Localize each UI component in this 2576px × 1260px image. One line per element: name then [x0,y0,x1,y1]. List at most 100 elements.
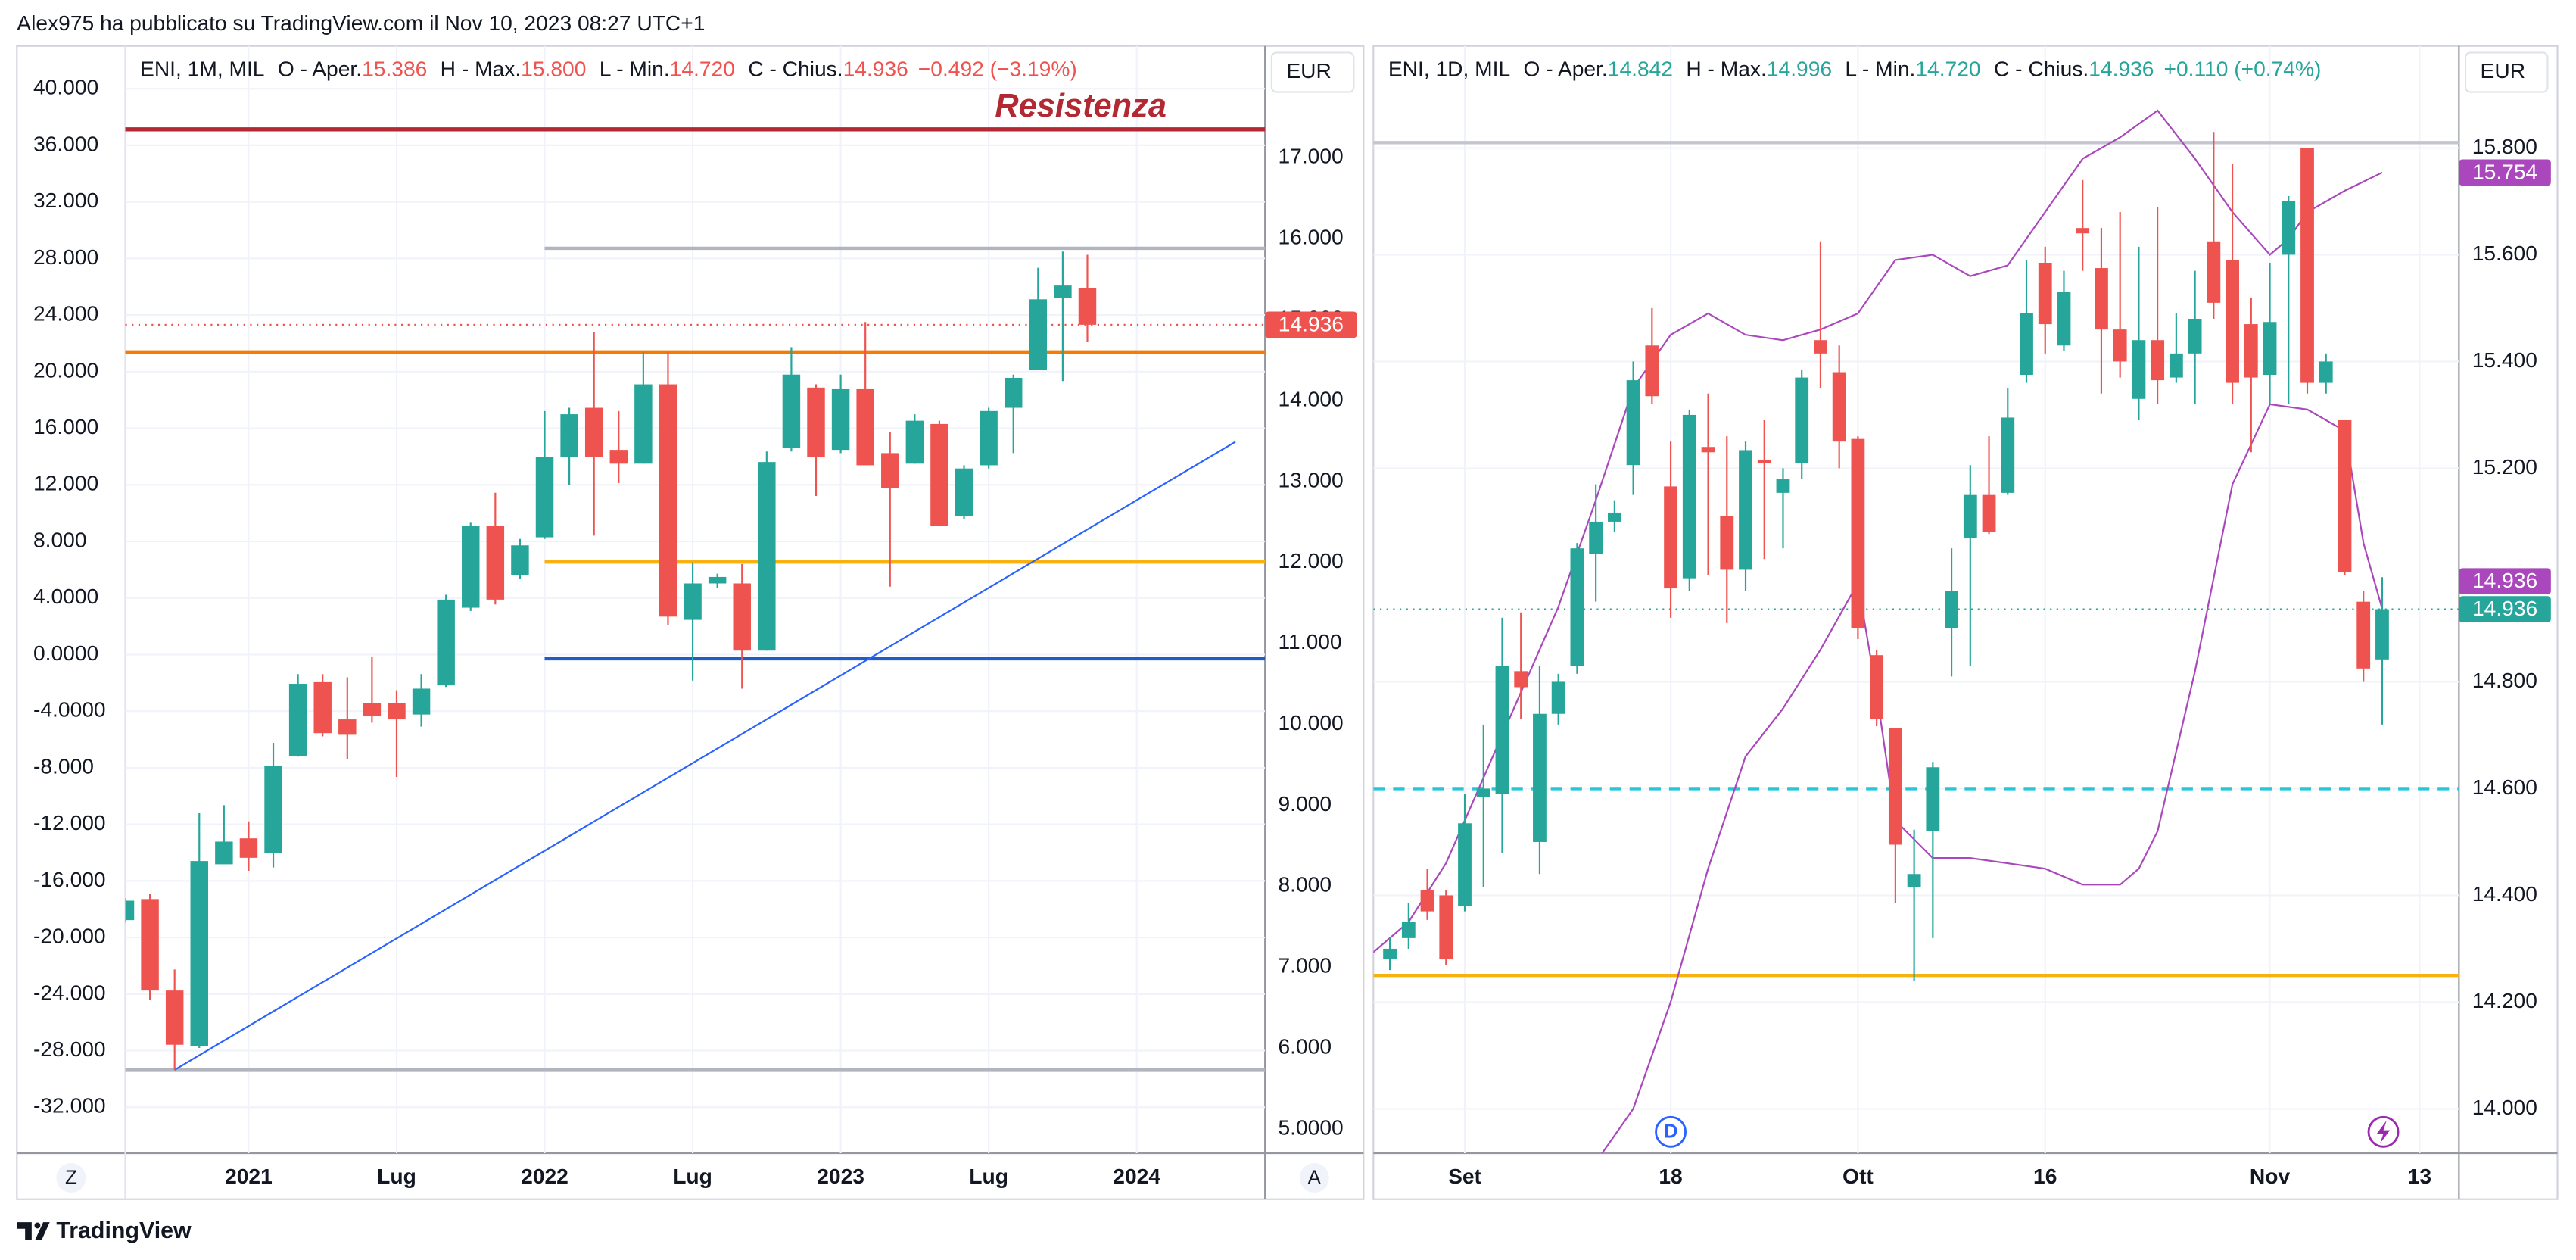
candle-body [125,900,135,921]
y2-tick-label: -8.000 [33,753,94,778]
legend-item-label: C - Chius. [1994,57,2089,81]
candle-body [684,583,702,620]
candle-body [1776,479,1790,493]
y-tick-label: 14.400 [2472,881,2537,906]
candle-body [560,414,578,457]
candle-body [2151,340,2165,381]
candle-body [1029,299,1048,370]
candle-body [2356,601,2371,669]
candle-body [980,410,998,466]
y-tick-label: 11.000 [1278,629,1341,653]
candle-body [1720,516,1734,570]
candle-body [1004,377,1023,408]
currency-box [2464,51,2549,93]
price-label-box [2459,159,2551,186]
y2-tick-label: -4.0000 [33,697,106,722]
axis-button-label[interactable]: A [1308,1165,1322,1188]
legend-symbol: ENI, 1M, MIL [140,57,264,81]
x-tick-label: 2022 [521,1164,568,1188]
candle-body [215,841,233,865]
candle-body [659,384,677,617]
currency-label: EUR [1286,58,1332,83]
legend-item-value: 14.720 [1915,57,1980,81]
legend-item-value: 14.720 [670,57,735,81]
y-tick-label: 14.200 [2472,988,2537,1012]
axis-button[interactable] [1299,1163,1329,1193]
axis-button-label[interactable]: Z [65,1165,77,1188]
candle-body [881,453,899,488]
candle-body [2263,322,2277,376]
candle-body [313,681,332,734]
x-tick-label: 2023 [817,1164,864,1188]
candle-body [634,384,653,464]
y2-tick-label: 0.0000 [33,641,98,665]
left-panel-frame [16,45,1365,1200]
legend-item-value: 14.936 [2089,57,2154,81]
logo-dot [34,1222,41,1229]
candle-body [1514,671,1528,688]
y-tick-label: 8.000 [1278,872,1332,897]
candle-body [1439,895,1453,960]
candle-body [141,899,159,991]
x-tick-label: Ott [1842,1164,1874,1188]
y-tick-label: 5.0000 [1278,1115,1343,1139]
candle-body [1078,288,1097,325]
candle-body [1814,340,1827,354]
candle-body [1054,285,1072,298]
price-label: 14.936 [2472,596,2537,620]
candle-body [165,990,184,1045]
alert-icon[interactable] [2376,1120,2391,1143]
axis-button[interactable] [56,1163,86,1193]
legend-item-value: 15.386 [362,57,427,81]
y-tick-label: 14.000 [1278,386,1343,410]
y2-tick-label: 4.0000 [33,584,98,608]
candle-body [955,468,973,516]
alert-marker[interactable] [2367,1115,2400,1148]
candle-body [1701,447,1715,453]
candle-body [388,703,406,720]
right-panel-frame [1372,45,2559,1200]
y2-tick-label: -16.000 [33,867,106,891]
candle-body [1963,494,1977,538]
candle-body [338,719,357,735]
y2-tick-label: 28.000 [33,245,98,269]
y2-tick-label: -12.000 [33,810,106,834]
y-tick-label: 15.600 [2472,241,2537,265]
y-tick-label: 15.400 [2472,348,2537,372]
candle-body [807,387,825,457]
candle-body [733,583,751,651]
y2-tick-label: 8.000 [33,527,87,551]
legend-item-label: H - Max. [1686,57,1767,81]
candle-body [1645,345,1659,397]
x-tick-label: Lug [673,1164,712,1188]
y-tick-label: 15.800 [2472,134,2537,158]
candle-body [1533,713,1547,842]
candle-body [1607,512,1621,522]
logo-icon [17,1222,50,1240]
price-label-box [1265,311,1357,338]
candle-body [486,526,505,600]
y2-tick-label: 36.000 [33,131,98,155]
candle-body [1832,372,1846,442]
y2-tick-label: 24.000 [33,301,98,326]
candle-body [2282,201,2296,255]
event-marker [1655,1115,1687,1148]
price-label: 14.936 [2472,568,2537,592]
x-tick-label: 13 [2408,1164,2431,1188]
y2-tick-label: 16.000 [33,414,98,438]
y2-tick-label: -24.000 [33,980,106,1004]
legend-item-label: O - Aper. [278,57,362,81]
legend-item-value: 15.800 [521,57,586,81]
legend-item-value: 14.936 [843,57,908,81]
candle-body [1945,591,1958,628]
trend-line [174,441,1236,1071]
y-tick-label: 17.000 [1278,144,1343,168]
candle-body [2169,353,2183,378]
y2-tick-label: 12.000 [33,471,98,495]
candle-body [1476,788,1490,797]
x-tick-label: 18 [1659,1164,1682,1188]
candle-body [412,688,431,715]
candle-body [1420,890,1434,912]
legend-item-label: L - Min. [1845,57,1915,81]
